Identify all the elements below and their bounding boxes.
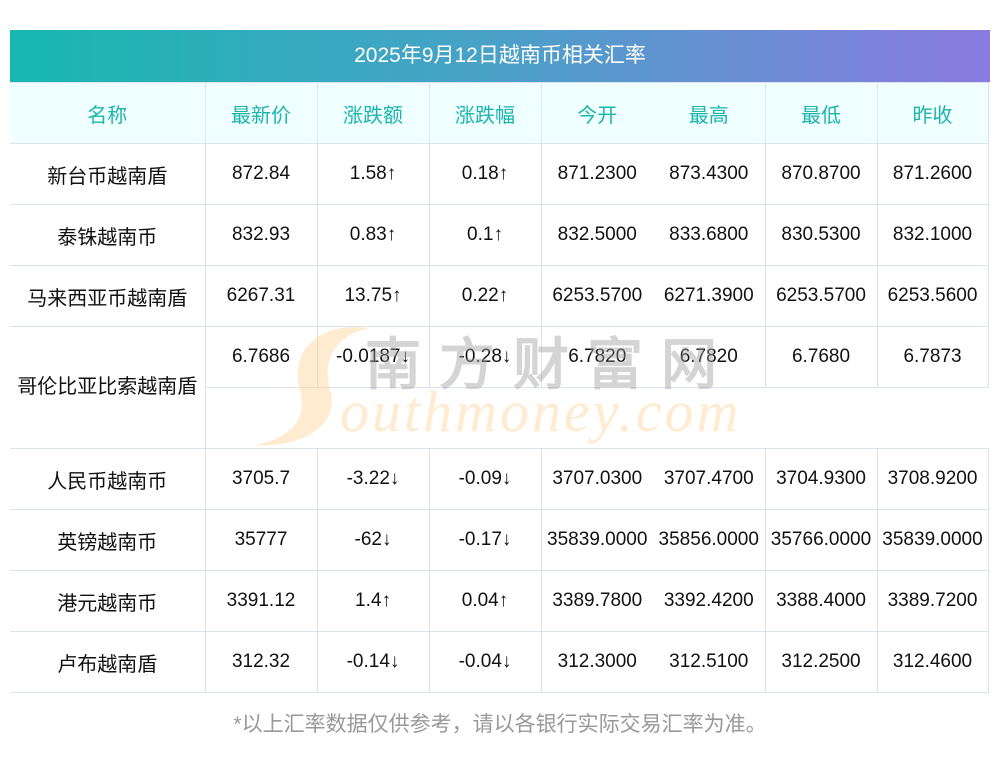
- currency-name: 卢布越南盾: [10, 631, 206, 693]
- prev-close: 832.1000: [876, 204, 989, 266]
- prev-close: 3389.7200: [876, 570, 989, 632]
- page-title-banner: 2025年9月12日越南币相关汇率: [10, 30, 990, 82]
- disclaimer-note: *以上汇率数据仅供参考，请以各银行实际交易汇率为准。: [233, 713, 767, 736]
- latest-price: 6.7686: [204, 326, 318, 388]
- table-row: 港元越南币 3391.12 1.4↑ 0.04↑ 3389.7800 3392.…: [10, 570, 989, 632]
- change-percent: 0.1↑: [428, 204, 542, 266]
- high-price: 833.6800: [653, 204, 766, 266]
- change-percent: 0.22↑: [428, 265, 542, 327]
- change-amount: -62↓: [316, 509, 430, 571]
- col-header-name: 名称: [10, 82, 206, 144]
- change-percent: -0.04↓: [428, 631, 542, 693]
- latest-price: 312.32: [204, 631, 318, 693]
- col-header-prev-close: 昨收: [876, 82, 989, 144]
- change-amount: -0.0187↓: [316, 326, 430, 388]
- table-row: 马来西亚币越南盾 6267.31 13.75↑ 0.22↑ 6253.5700 …: [10, 265, 989, 327]
- change-amount: 1.4↑: [316, 570, 430, 632]
- prev-close: 312.4600: [876, 631, 989, 693]
- high-price: 35856.0000: [653, 509, 766, 571]
- open-price: 3389.7800: [540, 570, 653, 632]
- open-price: 6253.5700: [540, 265, 653, 327]
- col-header-change-pct: 涨跌幅: [428, 82, 542, 144]
- latest-price: 3705.7: [204, 448, 318, 510]
- change-amount: 0.83↑: [316, 204, 430, 266]
- col-header-open: 今开: [540, 82, 653, 144]
- page-title: 2025年9月12日越南币相关汇率: [354, 44, 646, 67]
- change-amount: -0.14↓: [316, 631, 430, 693]
- currency-name: 马来西亚币越南盾: [10, 265, 206, 327]
- table-row: 哥伦比亚比索越南盾 6.7686 -0.0187↓ -0.28↓ 6.7820 …: [10, 326, 989, 449]
- col-header-latest: 最新价: [204, 82, 318, 144]
- col-header-low: 最低: [764, 82, 878, 144]
- open-price: 871.2300: [540, 143, 653, 205]
- high-price: 312.5100: [653, 631, 766, 693]
- table-header-row: 名称 最新价 涨跌额 涨跌幅 今开 最高 最低 昨收: [10, 82, 989, 144]
- low-price: 830.5300: [764, 204, 878, 266]
- high-price: 3392.4200: [653, 570, 766, 632]
- change-amount: 13.75↑: [316, 265, 430, 327]
- table-row: 卢布越南盾 312.32 -0.14↓ -0.04↓ 312.3000 312.…: [10, 631, 989, 693]
- latest-price: 3391.12: [204, 570, 318, 632]
- high-price: 873.4300: [653, 143, 766, 205]
- currency-name: 港元越南币: [10, 570, 206, 632]
- table-row: 泰铢越南币 832.93 0.83↑ 0.1↑ 832.5000 833.680…: [10, 204, 989, 266]
- open-price: 312.3000: [540, 631, 653, 693]
- table-row: 英镑越南币 35777 -62↓ -0.17↓ 35839.0000 35856…: [10, 509, 989, 571]
- latest-price: 35777: [204, 509, 318, 571]
- table-row-spacer: [10, 387, 988, 449]
- change-percent: -0.17↓: [428, 509, 542, 571]
- low-price: 35766.0000: [764, 509, 878, 571]
- low-price: 3388.4000: [764, 570, 878, 632]
- currency-name: 泰铢越南币: [10, 204, 206, 266]
- change-percent: -0.09↓: [428, 448, 542, 510]
- col-header-high: 最高: [653, 82, 766, 144]
- currency-name: 新台币越南盾: [10, 143, 206, 205]
- high-price: 6271.3900: [653, 265, 766, 327]
- open-price: 6.7820: [540, 326, 653, 388]
- low-price: 870.8700: [764, 143, 878, 205]
- prev-close: 35839.0000: [876, 509, 989, 571]
- low-price: 6253.5700: [764, 265, 878, 327]
- open-price: 832.5000: [540, 204, 653, 266]
- latest-price: 6267.31: [204, 265, 318, 327]
- currency-name: 人民币越南币: [10, 448, 206, 510]
- currency-name: 英镑越南币: [10, 509, 206, 571]
- prev-close: 6253.5600: [876, 265, 989, 327]
- prev-close: 871.2600: [876, 143, 989, 205]
- change-amount: -3.22↓: [316, 448, 430, 510]
- spacer-cell: [205, 387, 988, 449]
- currency-name: 哥伦比亚比索越南盾: [10, 326, 206, 449]
- low-price: 312.2500: [764, 631, 878, 693]
- open-price: 35839.0000: [540, 509, 653, 571]
- prev-close: 3708.9200: [876, 448, 989, 510]
- prev-close: 6.7873: [876, 326, 989, 388]
- exchange-rate-table: 名称 最新价 涨跌额 涨跌幅 今开 最高 最低 昨收 新台币越南盾 872.84…: [10, 82, 989, 693]
- open-price: 3707.0300: [540, 448, 653, 510]
- change-amount: 1.58↑: [316, 143, 430, 205]
- change-percent: 0.18↑: [428, 143, 542, 205]
- table-row: 人民币越南币 3705.7 -3.22↓ -0.09↓ 3707.0300 37…: [10, 448, 989, 510]
- change-percent: -0.28↓: [428, 326, 542, 388]
- latest-price: 832.93: [204, 204, 318, 266]
- table-row: 新台币越南盾 872.84 1.58↑ 0.18↑ 871.2300 873.4…: [10, 143, 989, 205]
- high-price: 3707.4700: [653, 448, 766, 510]
- low-price: 6.7680: [764, 326, 878, 388]
- change-percent: 0.04↑: [428, 570, 542, 632]
- low-price: 3704.9300: [764, 448, 878, 510]
- latest-price: 872.84: [204, 143, 318, 205]
- high-price: 6.7820: [653, 326, 766, 388]
- col-header-change: 涨跌额: [316, 82, 430, 144]
